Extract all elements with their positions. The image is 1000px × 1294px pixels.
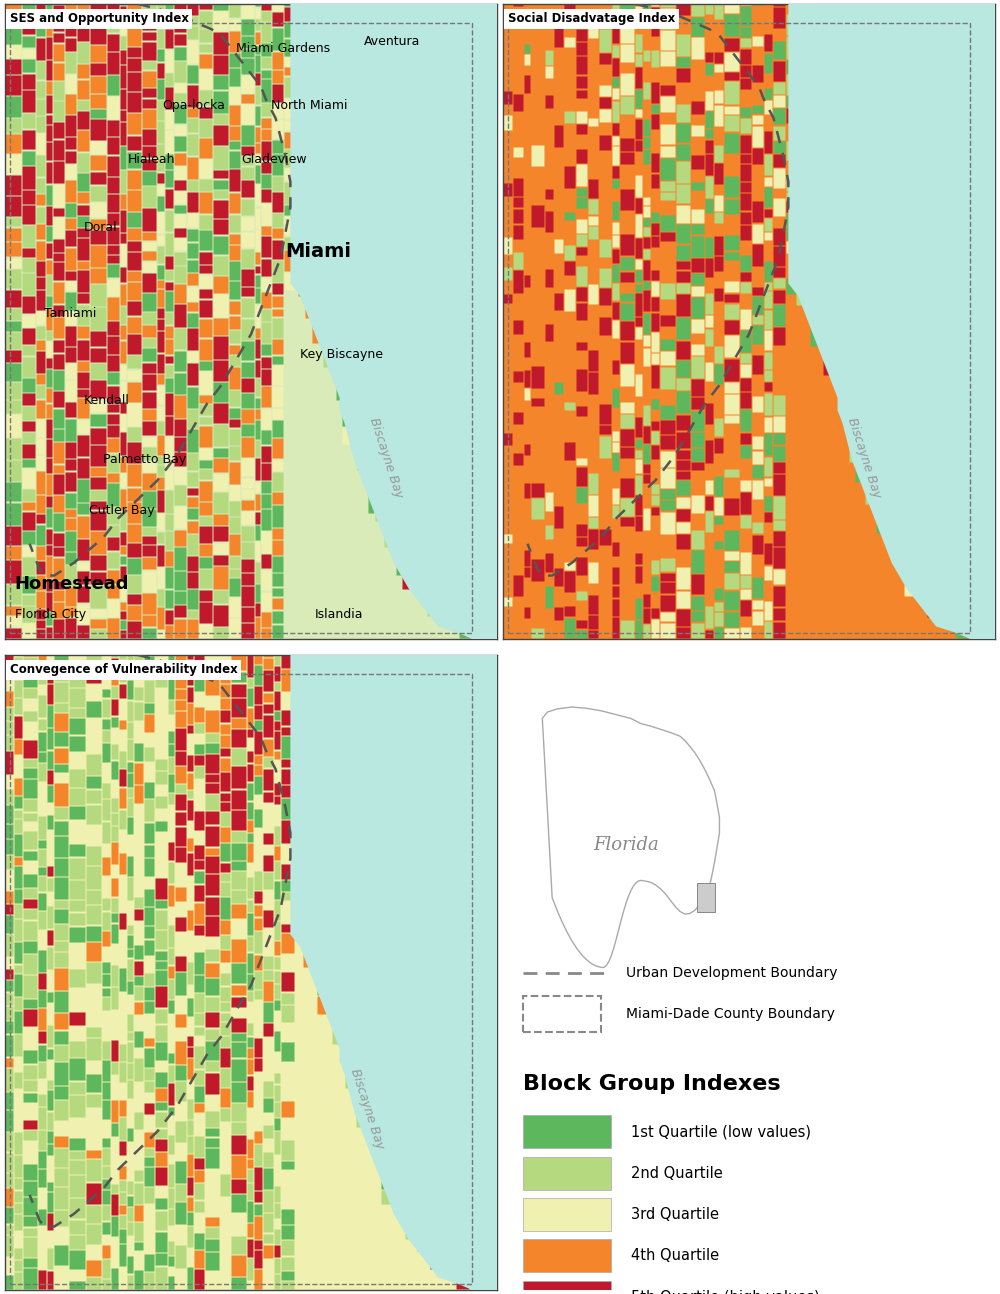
Polygon shape — [423, 655, 497, 751]
Text: 2nd Quartile: 2nd Quartile — [631, 1166, 723, 1180]
Text: Doral: Doral — [84, 221, 117, 234]
Text: SES and Opportunity Index: SES and Opportunity Index — [10, 12, 189, 25]
Text: Kendall: Kendall — [84, 395, 130, 408]
Bar — [523, 1115, 611, 1149]
Bar — [697, 883, 715, 911]
Polygon shape — [788, 4, 995, 639]
Text: 5th Quartile (high values): 5th Quartile (high values) — [631, 1290, 820, 1294]
Text: Aventura: Aventura — [364, 35, 421, 48]
Bar — [523, 1198, 611, 1231]
Text: 1st Quartile (low values): 1st Quartile (low values) — [631, 1124, 811, 1140]
Text: 4th Quartile: 4th Quartile — [631, 1249, 719, 1263]
Text: Biscayne Bay: Biscayne Bay — [845, 417, 884, 499]
Text: Miami-Dade County Boundary: Miami-Dade County Boundary — [626, 1007, 835, 1021]
Text: Miami Gardens: Miami Gardens — [236, 41, 330, 54]
Bar — [523, 1281, 611, 1294]
Text: Gladeview: Gladeview — [241, 153, 307, 166]
Polygon shape — [921, 4, 995, 100]
Text: Florida: Florida — [593, 836, 659, 854]
Text: Florida City: Florida City — [15, 608, 86, 621]
Text: North Miami: North Miami — [271, 100, 347, 113]
Text: Convegence of Vulnerability Index: Convegence of Vulnerability Index — [10, 664, 238, 677]
Bar — [523, 996, 601, 1031]
Text: Cutler Bay: Cutler Bay — [89, 503, 154, 516]
Text: Biscayne Bay: Biscayne Bay — [348, 1068, 386, 1150]
Text: Block Group Indexes: Block Group Indexes — [523, 1074, 780, 1095]
Text: Urban Development Boundary: Urban Development Boundary — [626, 965, 837, 980]
Text: Homestead: Homestead — [15, 576, 129, 594]
Text: Tamiami: Tamiami — [44, 308, 97, 321]
Polygon shape — [290, 655, 497, 1290]
Text: Miami: Miami — [285, 242, 351, 261]
Polygon shape — [542, 707, 719, 968]
Text: Social Disadvatage Index: Social Disadvatage Index — [508, 12, 675, 25]
Polygon shape — [423, 4, 497, 100]
Bar — [523, 1157, 611, 1189]
Text: Hialeah: Hialeah — [128, 153, 176, 166]
Text: Opa-locka: Opa-locka — [162, 100, 225, 113]
Polygon shape — [290, 4, 497, 639]
Text: Islandia: Islandia — [315, 608, 363, 621]
Text: Palmetto Bay: Palmetto Bay — [103, 453, 187, 466]
Text: Biscayne Bay: Biscayne Bay — [367, 417, 405, 499]
Text: Key Biscayne: Key Biscayne — [300, 348, 383, 361]
Text: 3rd Quartile: 3rd Quartile — [631, 1207, 719, 1222]
Bar — [523, 1240, 611, 1272]
